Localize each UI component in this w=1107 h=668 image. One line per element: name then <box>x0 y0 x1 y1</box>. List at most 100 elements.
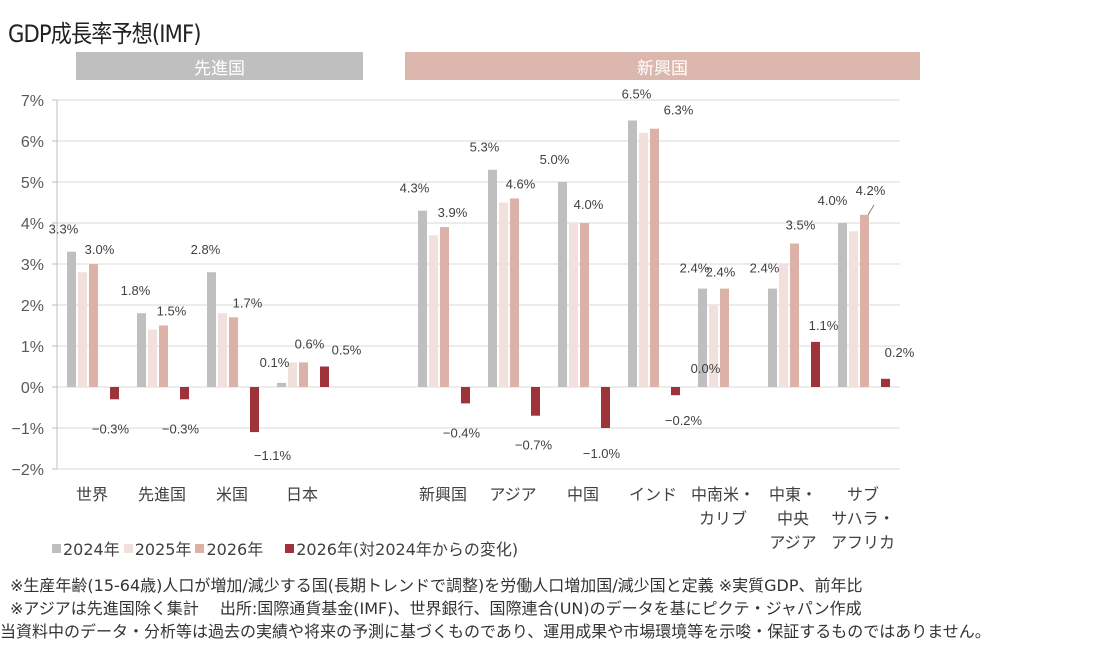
bar <box>218 313 227 387</box>
data-label: 1.7% <box>233 295 263 310</box>
data-label: −0.2% <box>665 413 703 428</box>
x-category-label: サハラ・ <box>831 509 894 528</box>
legend-label-change: 2026年(対2024年からの変化) <box>296 540 519 559</box>
bar <box>671 387 680 396</box>
data-label: −0.3% <box>92 421 130 436</box>
bar <box>768 288 777 387</box>
bar <box>838 223 847 387</box>
emerging-group-banner: 新興国 <box>405 52 920 80</box>
bar <box>89 264 98 387</box>
label-leader-line <box>867 204 875 216</box>
bar <box>250 387 259 433</box>
data-label: 0.0% <box>691 361 721 376</box>
y-tick-label: −2% <box>12 462 44 479</box>
footnote-source: ※アジアは先進国除く集計 出所:国際通貨基金(IMF)、世界銀行、国際連合(UN… <box>10 599 862 618</box>
data-label: 0.6% <box>295 336 325 351</box>
bar <box>510 198 519 387</box>
x-category-label: アジア <box>769 533 816 552</box>
x-category-label: 中国 <box>567 485 599 504</box>
legend-label-2024: 2024年 <box>63 540 120 559</box>
data-label: −1.1% <box>254 448 292 463</box>
data-label: 4.6% <box>506 176 536 191</box>
x-category-label: 中央 <box>777 509 809 528</box>
x-category-label: 世界 <box>76 485 108 504</box>
data-label: 3.3% <box>49 222 79 237</box>
data-label: 6.5% <box>622 87 652 102</box>
y-tick-label: 0% <box>21 380 44 397</box>
bar <box>320 366 329 387</box>
data-label: 5.3% <box>470 140 500 155</box>
data-label: −0.7% <box>515 438 553 453</box>
bar <box>790 243 799 387</box>
legend-item-change: 2026年(対2024年からの変化) <box>285 536 518 560</box>
bar <box>418 210 427 387</box>
bar <box>488 169 497 387</box>
legend: 2024年 2025年 2026年 2026年(対2024年からの変化) <box>52 536 522 560</box>
bars <box>67 120 890 433</box>
x-category-label: アジア <box>489 485 536 504</box>
data-label: −0.3% <box>162 421 200 436</box>
x-axis-labels: 世界 先進国 米国 日本 新興国 アジア 中国 インド 中南米・カリブ中東・中央アジアサブサハラ… <box>76 485 895 552</box>
bar <box>628 120 637 387</box>
data-label: 2.8% <box>191 242 221 257</box>
bar <box>639 132 648 387</box>
bar <box>429 235 438 387</box>
y-tick-label: 5% <box>21 175 44 192</box>
data-label: 0.1% <box>260 355 290 370</box>
bar <box>499 202 508 387</box>
x-category-label: サブ <box>847 485 879 504</box>
data-label: 2.4% <box>750 261 780 276</box>
y-tick-label: 1% <box>21 339 44 356</box>
data-label: 3.5% <box>786 218 816 233</box>
data-label: 4.0% <box>574 197 604 212</box>
data-label: 6.3% <box>664 103 694 118</box>
bar <box>811 341 820 387</box>
bar <box>67 251 76 387</box>
bar <box>288 362 297 387</box>
bar <box>207 272 216 387</box>
bar <box>698 288 707 387</box>
data-label: −0.4% <box>443 425 481 440</box>
footnotes: ※生産年齢(15-64歳)人口が増加/減少する国(長期トレンドで調整)を労働人口… <box>0 574 991 643</box>
data-label: 2.4% <box>680 261 710 276</box>
bar <box>180 387 189 400</box>
data-labels: 3.3%1.8%2.8%0.1%4.3%5.3%5.0%6.5%2.4% 2.4%… <box>49 87 915 464</box>
bar <box>148 329 157 387</box>
x-category-label: 新興国 <box>419 485 467 504</box>
bar <box>299 362 308 387</box>
data-label: 1.1% <box>809 318 839 333</box>
advanced-group-label: 先進国 <box>194 58 245 79</box>
data-label: 4.2% <box>856 183 886 198</box>
data-label: 2.4% <box>706 265 736 280</box>
bar <box>137 313 146 387</box>
x-category-label: 中東・ <box>769 485 817 504</box>
bar <box>110 387 119 400</box>
bar <box>277 382 286 387</box>
footnote-definition: ※生産年齢(15-64歳)人口が増加/減少する国(長期トレンドで調整)を労働人口… <box>10 576 863 595</box>
legend-label-2025: 2025年 <box>134 540 192 559</box>
legend-swatch-change <box>285 543 295 553</box>
data-label: 1.8% <box>121 283 151 298</box>
legend-swatch-2024 <box>52 543 61 553</box>
y-tick-label: 2% <box>21 298 44 315</box>
y-tick-label: 4% <box>21 216 44 233</box>
disclaimer: 当資料中のデータ・分析等は過去の実績や将来の予測に基づくものであり、運用成果や市… <box>0 622 991 641</box>
x-category-label: 中南米・ <box>691 485 755 504</box>
data-label: 4.0% <box>818 193 848 208</box>
data-label: −1.0% <box>583 446 621 461</box>
x-category-label: 日本 <box>286 485 318 504</box>
legend-item-2024: 2024年 <box>52 536 120 560</box>
y-tick-label: 7% <box>21 93 44 110</box>
bar <box>650 128 659 387</box>
bar <box>569 223 578 387</box>
bar <box>229 317 238 387</box>
bar <box>78 272 87 387</box>
y-axis: 7% 6% 5% 4% 3% 2% 1% 0% −1% −2% <box>12 93 58 479</box>
bar <box>580 223 589 387</box>
data-label: 5.0% <box>540 152 570 167</box>
data-label: 1.5% <box>157 304 187 319</box>
legend-swatch-2025 <box>123 543 133 553</box>
data-label: 3.9% <box>438 205 468 220</box>
bar <box>601 387 610 428</box>
